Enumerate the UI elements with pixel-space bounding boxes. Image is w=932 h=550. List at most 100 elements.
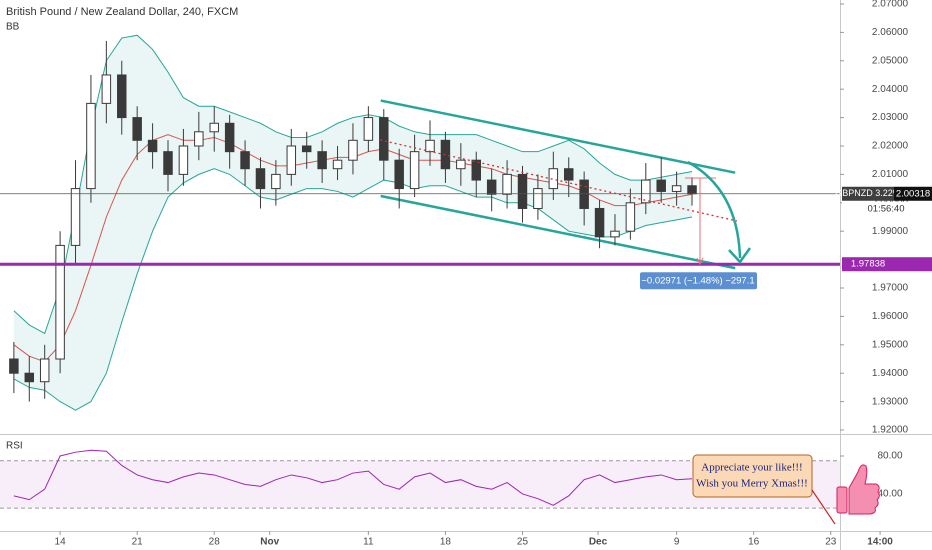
candle-body	[163, 151, 173, 175]
candle-body	[224, 122, 235, 153]
x-tick-label: 16	[748, 537, 760, 548]
candle-body	[471, 159, 481, 181]
candle-body	[594, 207, 605, 238]
x-tick-label: 28	[209, 537, 221, 548]
candle-body	[132, 117, 142, 141]
candle-body	[178, 145, 189, 175]
candle-body	[456, 159, 466, 170]
y-tick-label: 80.00	[877, 451, 902, 462]
candle-body	[55, 244, 65, 360]
candle-body	[671, 185, 682, 192]
symbol-change: GBPNZD 3.22%	[835, 188, 901, 198]
candle-body	[548, 168, 559, 190]
candle-body	[117, 74, 127, 119]
level-box	[842, 257, 932, 272]
y-tick-label: 1.97000	[872, 283, 909, 294]
x-tick-label: 14:00	[867, 537, 893, 548]
countdown: 01:56:40	[868, 203, 905, 214]
x-tick-label: 25	[517, 537, 529, 548]
candle-body	[147, 139, 158, 153]
x-tick-label: Nov	[260, 537, 279, 548]
candle-body	[379, 117, 389, 161]
price-pane: British Pound / New Zealand Dollar, 240,…	[0, 0, 932, 436]
y-tick-label: 2.07000	[872, 0, 909, 10]
candle-body	[332, 159, 343, 170]
candle-body	[9, 358, 19, 374]
chart-title: British Pound / New Zealand Dollar, 240,…	[6, 6, 238, 18]
y-tick-label: 1.94000	[872, 368, 909, 379]
candle-body	[209, 122, 219, 133]
measure-box	[640, 272, 757, 290]
candle-body	[101, 74, 112, 104]
y-tick-label: 2.01000	[872, 169, 909, 180]
candle-body	[86, 102, 96, 190]
x-tick-label: 18	[440, 537, 452, 548]
candle-body	[317, 151, 327, 170]
y-tick-label: 2.05000	[872, 55, 909, 66]
candle-body	[533, 188, 543, 209]
bb-upper	[13, 34, 693, 335]
candle-body	[301, 145, 312, 153]
candle-body	[625, 202, 636, 232]
candle-body	[579, 179, 589, 209]
candle-body	[517, 173, 528, 209]
y-tick-label: 1.99000	[872, 226, 909, 237]
candle-body	[563, 168, 574, 181]
channel-line	[380, 194, 736, 270]
bb-lower	[13, 168, 693, 411]
x-tick-label: 14	[55, 537, 67, 548]
y-tick-label: 2.02000	[872, 141, 909, 152]
candle-body	[255, 168, 266, 190]
x-tick-label: 11	[363, 537, 374, 548]
x-tick-label: 9	[674, 537, 680, 548]
candle-body	[641, 179, 651, 204]
y-tick-label: 2.04000	[872, 84, 909, 95]
candle-body	[687, 185, 697, 195]
candle-body	[240, 151, 250, 170]
callout-pointer	[811, 489, 836, 525]
candle-body	[409, 151, 420, 190]
candle-body	[502, 173, 512, 195]
channel-line	[380, 99, 736, 174]
curved-arrow-head	[728, 247, 752, 264]
candle-body	[425, 139, 435, 153]
candle-body	[440, 139, 451, 170]
candle-body	[363, 117, 374, 141]
candle-body	[348, 139, 358, 161]
y-tick-label: 1.92000	[872, 425, 909, 436]
y-tick-label: 2.06000	[872, 27, 909, 38]
symbol-box	[842, 186, 894, 201]
callout-line: Appreciate your like!!!	[701, 462, 802, 474]
candle-body	[271, 173, 281, 190]
y-tick-label: 1.93000	[872, 396, 909, 407]
measure-label: −0.02971 (−1.48%) −297.1	[641, 276, 754, 287]
rsi-title: RSI	[6, 441, 23, 452]
y-tick-label: 2.03000	[872, 112, 909, 123]
x-tick-label: 23	[825, 537, 837, 548]
indicator-label: BB	[6, 22, 20, 33]
callout-box	[692, 454, 813, 498]
candle-body	[394, 159, 404, 190]
level-label: 1.97838	[851, 259, 885, 270]
candle-body	[39, 358, 50, 383]
candle-body	[24, 372, 35, 383]
y-tick-label: 40.00	[877, 489, 902, 500]
y-tick-label: 1.95000	[872, 339, 909, 350]
x-tick-label: 21	[132, 537, 144, 548]
curved-arrow	[687, 160, 742, 259]
last-price-box	[894, 186, 932, 201]
candle-body	[610, 230, 620, 238]
measure-arrow	[696, 257, 704, 266]
x-tick-label: Dec	[589, 537, 608, 548]
candle-body	[486, 179, 497, 195]
trend-line	[379, 139, 738, 222]
candle-body	[194, 131, 204, 147]
candle-body	[70, 188, 81, 246]
rsi-line	[13, 449, 693, 506]
y-tick-label: 1.96000	[872, 311, 909, 322]
callout-line: Wish you Merry Xmas!!!	[696, 478, 808, 490]
thumbs-up-icon	[836, 464, 880, 515]
candle-body	[656, 179, 666, 192]
last-price-label: 2.00318	[896, 188, 930, 199]
